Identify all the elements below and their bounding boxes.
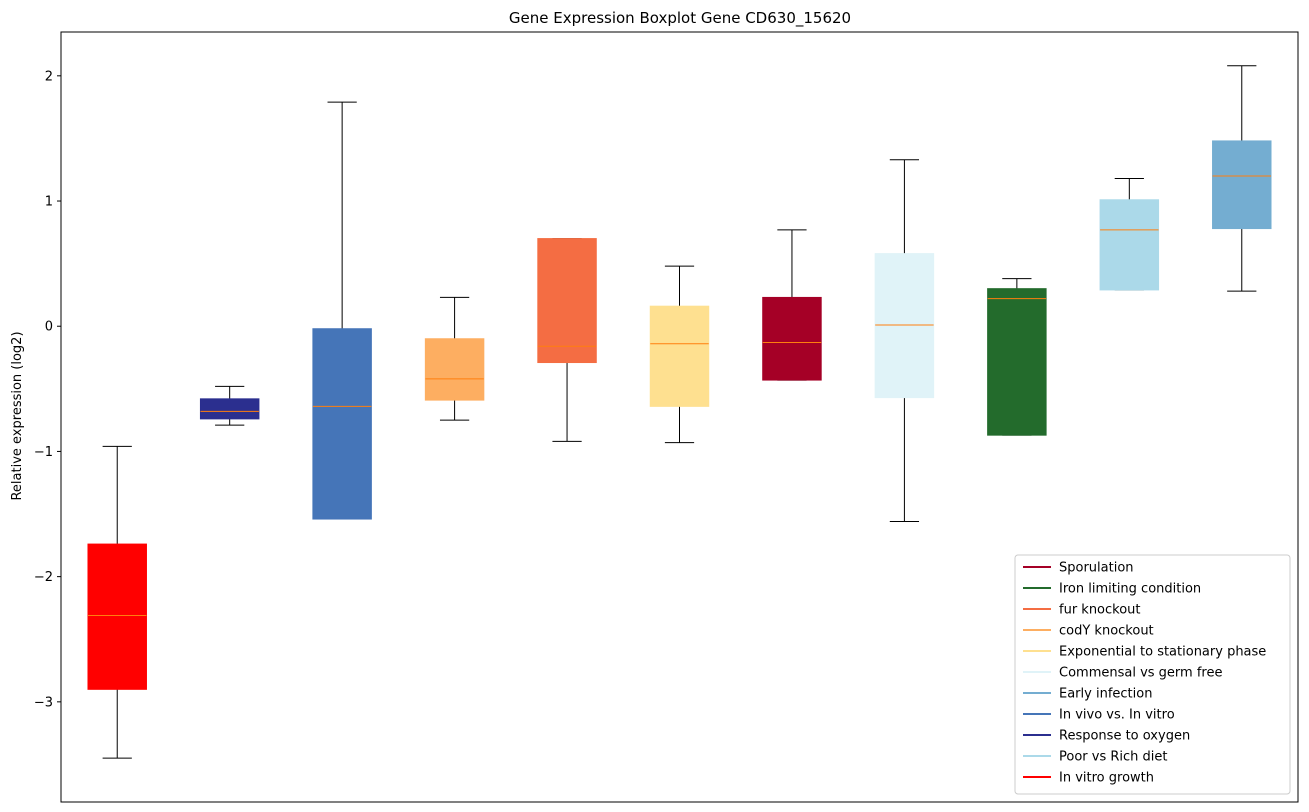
- legend: Sporulation Iron limiting condition fur kn…: [1014, 554, 1291, 795]
- legend-label: codY knockout: [1059, 624, 1154, 639]
- box-body: [1212, 140, 1272, 230]
- box-sporulation: [762, 229, 822, 381]
- y-axis: −3 −2 −1 0 1 2: [34, 69, 61, 710]
- box-body: [537, 238, 597, 364]
- y-tick-label: −3: [34, 695, 53, 710]
- legend-label: Exponential to stationary phase: [1059, 645, 1266, 660]
- box-exponential-to-stationary-phase: [649, 265, 710, 444]
- y-axis-label: Relative expression (log2): [10, 331, 25, 500]
- legend-label: In vitro growth: [1059, 771, 1154, 786]
- legend-label: In vivo vs. In vitro: [1059, 708, 1175, 723]
- legend-label: Poor vs Rich diet: [1059, 750, 1167, 765]
- legend-box: [1014, 554, 1291, 795]
- legend-label: Sporulation: [1059, 561, 1134, 576]
- boxes-layer: [87, 65, 1272, 759]
- box-body: [874, 253, 935, 399]
- y-tick-label: −1: [34, 445, 53, 460]
- box-body: [762, 296, 822, 381]
- box-body: [424, 338, 485, 401]
- box-body: [987, 288, 1047, 436]
- box-body: [87, 543, 147, 690]
- legend-label: fur knockout: [1059, 603, 1141, 618]
- legend-label: Response to oxygen: [1059, 729, 1190, 744]
- box-poor-vs-rich-diet: [1099, 177, 1160, 291]
- box-cody-knockout: [424, 296, 485, 421]
- box-iron-limiting-condition: [987, 278, 1047, 436]
- y-tick-label: 1: [45, 195, 53, 210]
- box-fur-knockout: [537, 238, 597, 442]
- y-tick-label: 0: [45, 320, 53, 335]
- box-response-to-oxygen: [199, 385, 260, 426]
- box-body: [312, 328, 372, 520]
- box-in-vitro-growth: [87, 445, 147, 759]
- y-tick-label: 2: [45, 69, 53, 84]
- y-tick-label: −2: [34, 570, 53, 585]
- box-in-vivo-vs-in-vitro: [312, 101, 372, 520]
- plot-frame: [60, 31, 1299, 803]
- legend-label: Early infection: [1059, 687, 1152, 702]
- box-early-infection: [1212, 65, 1272, 292]
- chart-title: Gene Expression Boxplot Gene CD630_15620: [509, 9, 851, 28]
- box-body: [1099, 199, 1160, 291]
- box-body: [649, 305, 710, 407]
- box-commensal-vs-germ-free: [874, 159, 935, 523]
- legend-label: Iron limiting condition: [1059, 582, 1201, 597]
- box-body: [199, 398, 260, 420]
- legend-label: Commensal vs germ free: [1059, 666, 1222, 681]
